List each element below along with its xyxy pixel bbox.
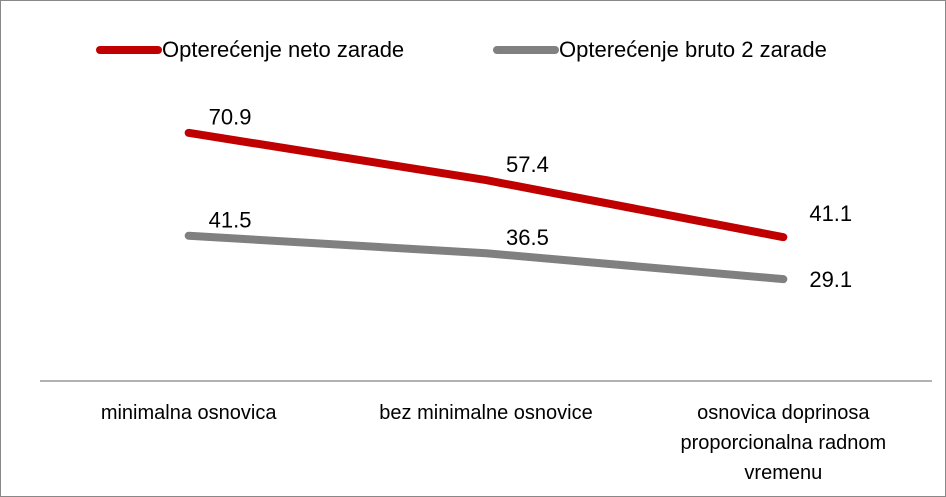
x-tick-label: minimalna osnovica	[100, 402, 277, 424]
x-tick-label: osnovica doprinosa proporcionalna radnom…	[680, 402, 887, 484]
x-tick-label: bez minimalne osnovice	[379, 402, 593, 424]
series-line	[184, 231, 788, 284]
data-label: 70.9	[209, 105, 252, 130]
data-label: 41.5	[209, 208, 252, 233]
legend-label: Opterećenje bruto 2 zarade	[559, 37, 827, 62]
legend-label: Opterećenje neto zarade	[162, 37, 404, 62]
series-line	[184, 128, 788, 242]
data-label: 57.4	[506, 152, 549, 177]
data-label: 29.1	[809, 267, 852, 292]
data-label: 36.5	[506, 225, 549, 250]
data-label: 41.1	[809, 201, 852, 226]
